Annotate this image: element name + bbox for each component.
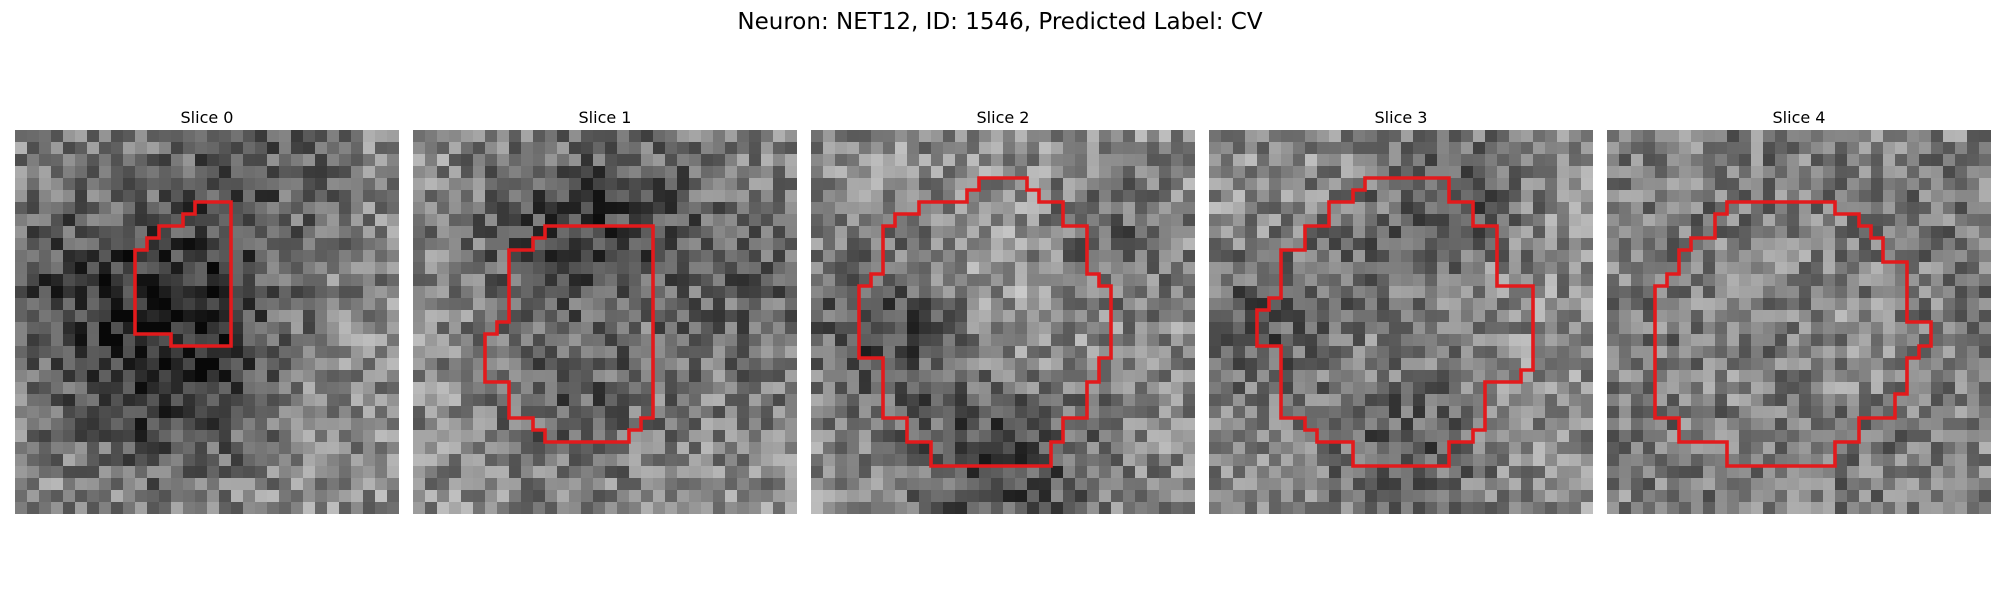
slice-title: Slice 3 [1374, 108, 1428, 127]
slice-image [1209, 130, 1593, 514]
slice-title: Slice 4 [1772, 108, 1826, 127]
figure-title: Neuron: NET12, ID: 1546, Predicted Label… [737, 9, 1263, 35]
slice-title: Slice 2 [976, 108, 1030, 127]
slice-title: Slice 1 [578, 108, 632, 127]
slice-panel-0: Slice 0 [15, 108, 399, 514]
slice-title: Slice 0 [180, 108, 234, 127]
slice-image [811, 130, 1195, 514]
segmentation-contour [857, 176, 1113, 468]
slice-panel-1: Slice 1 [413, 108, 797, 514]
slice-panel-4: Slice 4 [1607, 108, 1991, 514]
slice-panel-3: Slice 3 [1209, 108, 1593, 514]
slice-image [413, 130, 797, 514]
segmentation-contour [1255, 176, 1535, 468]
segmentation-contour [1653, 200, 1933, 468]
slice-image [1607, 130, 1991, 514]
segmentation-contour [133, 200, 233, 348]
slice-panel-2: Slice 2 [811, 108, 1195, 514]
segmentation-contour [483, 224, 655, 444]
slice-image [15, 130, 399, 514]
